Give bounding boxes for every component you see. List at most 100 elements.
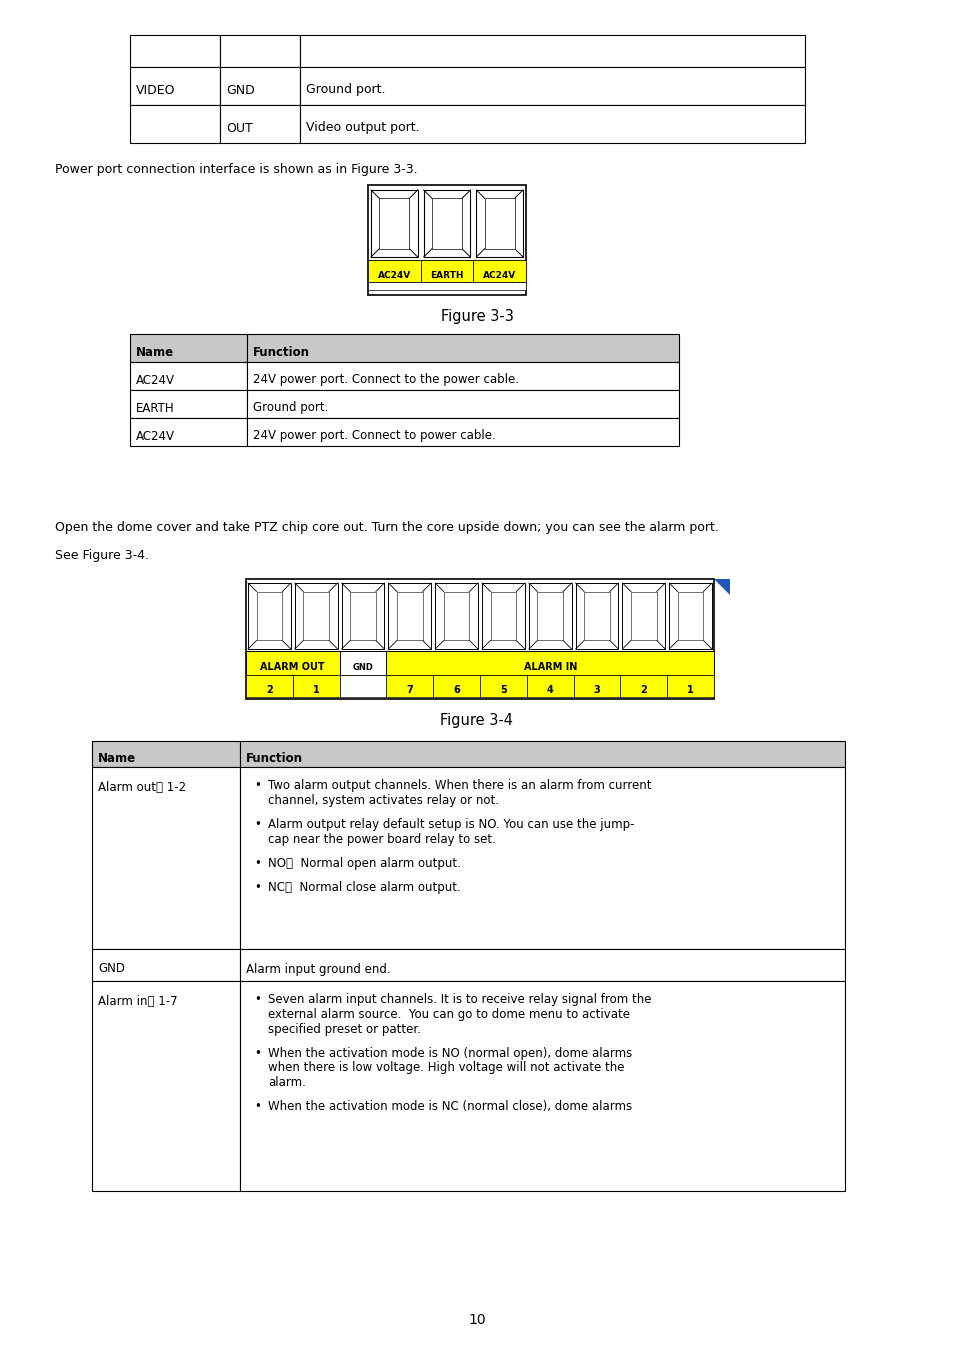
Bar bbox=[350, 591, 375, 640]
Text: 2: 2 bbox=[266, 684, 273, 695]
Text: GND: GND bbox=[353, 663, 373, 671]
Bar bbox=[368, 185, 525, 296]
Bar bbox=[256, 591, 282, 640]
Bar bbox=[386, 675, 433, 697]
Bar bbox=[248, 583, 291, 649]
Text: •: • bbox=[253, 882, 260, 895]
Text: VIDEO: VIDEO bbox=[136, 84, 175, 96]
Bar bbox=[130, 362, 247, 390]
Bar bbox=[240, 767, 844, 949]
Bar bbox=[299, 68, 804, 105]
Bar bbox=[246, 675, 293, 697]
Text: Two alarm output channels. When there is an alarm from current
channel, system a: Two alarm output channels. When there is… bbox=[268, 779, 651, 807]
Bar bbox=[490, 591, 516, 640]
Text: 7: 7 bbox=[406, 684, 413, 695]
Bar bbox=[130, 390, 247, 418]
Bar bbox=[130, 105, 220, 143]
Text: OUT: OUT bbox=[226, 122, 253, 135]
Text: Video output port.: Video output port. bbox=[306, 122, 419, 135]
Bar bbox=[240, 981, 844, 1191]
Bar bbox=[396, 591, 422, 640]
Text: 24V power port. Connect to power cable.: 24V power port. Connect to power cable. bbox=[253, 429, 496, 443]
Bar bbox=[247, 418, 679, 446]
Text: 1: 1 bbox=[686, 684, 693, 695]
Bar bbox=[479, 675, 526, 697]
Text: 4: 4 bbox=[546, 684, 553, 695]
Text: AC24V: AC24V bbox=[377, 270, 411, 279]
Bar bbox=[240, 741, 844, 767]
Bar bbox=[476, 190, 522, 256]
Polygon shape bbox=[713, 579, 729, 595]
Bar bbox=[388, 583, 431, 649]
Bar bbox=[299, 35, 804, 68]
Bar bbox=[247, 390, 679, 418]
Text: ALARM IN: ALARM IN bbox=[523, 662, 577, 672]
Text: AC24V: AC24V bbox=[482, 270, 516, 279]
Bar bbox=[220, 35, 299, 68]
Bar bbox=[368, 261, 525, 282]
Bar bbox=[481, 583, 524, 649]
Bar bbox=[130, 68, 220, 105]
Text: When the activation mode is NC (normal close), dome alarms: When the activation mode is NC (normal c… bbox=[268, 1100, 632, 1112]
Bar bbox=[91, 767, 240, 949]
Bar bbox=[130, 333, 247, 362]
Bar bbox=[621, 583, 664, 649]
Bar bbox=[435, 583, 477, 649]
Text: •: • bbox=[253, 779, 260, 792]
Text: See Figure 3-4.: See Figure 3-4. bbox=[55, 549, 149, 563]
Text: •: • bbox=[253, 1100, 260, 1112]
Bar bbox=[619, 675, 666, 697]
Text: EARTH: EARTH bbox=[430, 270, 463, 279]
Text: Ground port.: Ground port. bbox=[253, 401, 328, 414]
Text: 3: 3 bbox=[593, 684, 599, 695]
Text: •: • bbox=[253, 818, 260, 832]
Bar bbox=[246, 651, 339, 675]
Text: •: • bbox=[253, 994, 260, 1006]
Text: Function: Function bbox=[246, 752, 303, 764]
Text: 5: 5 bbox=[499, 684, 506, 695]
Text: 1: 1 bbox=[313, 684, 319, 695]
Text: EARTH: EARTH bbox=[136, 401, 174, 414]
Bar bbox=[303, 591, 329, 640]
Bar bbox=[91, 981, 240, 1191]
Text: Figure 3-3: Figure 3-3 bbox=[440, 309, 513, 324]
Bar bbox=[220, 105, 299, 143]
Bar bbox=[583, 591, 609, 640]
Text: Alarm in： 1-7: Alarm in： 1-7 bbox=[98, 995, 177, 1008]
Text: •: • bbox=[253, 1046, 260, 1060]
Bar bbox=[371, 190, 417, 256]
Text: GND: GND bbox=[98, 963, 125, 976]
Text: 6: 6 bbox=[453, 684, 459, 695]
Bar bbox=[473, 261, 525, 282]
Bar bbox=[528, 583, 571, 649]
Bar bbox=[573, 675, 619, 697]
Bar bbox=[420, 261, 473, 282]
Text: NC：  Normal close alarm output.: NC： Normal close alarm output. bbox=[268, 882, 460, 895]
Bar bbox=[443, 591, 469, 640]
Bar bbox=[368, 261, 420, 282]
Bar bbox=[677, 591, 702, 640]
Text: Power port connection interface is shown as in Figure 3-3.: Power port connection interface is shown… bbox=[55, 162, 417, 176]
Text: Function: Function bbox=[253, 346, 310, 359]
Bar bbox=[130, 35, 220, 68]
Text: Figure 3-4: Figure 3-4 bbox=[440, 714, 513, 729]
Bar bbox=[668, 583, 711, 649]
Bar bbox=[423, 190, 470, 256]
Bar bbox=[247, 333, 679, 362]
Bar bbox=[299, 105, 804, 143]
Bar bbox=[537, 591, 562, 640]
Text: Name: Name bbox=[98, 752, 136, 764]
Bar bbox=[91, 949, 240, 981]
Text: AC24V: AC24V bbox=[136, 429, 174, 443]
Text: Ground port.: Ground port. bbox=[306, 84, 385, 96]
Bar bbox=[91, 741, 240, 767]
Bar bbox=[294, 583, 337, 649]
Bar bbox=[433, 675, 479, 697]
Bar bbox=[379, 198, 409, 248]
Bar bbox=[247, 362, 679, 390]
Bar bbox=[526, 675, 573, 697]
Text: 24V power port. Connect to the power cable.: 24V power port. Connect to the power cab… bbox=[253, 374, 518, 386]
Bar bbox=[240, 949, 844, 981]
Text: NO：  Normal open alarm output.: NO： Normal open alarm output. bbox=[268, 857, 460, 869]
Text: 10: 10 bbox=[468, 1314, 485, 1327]
